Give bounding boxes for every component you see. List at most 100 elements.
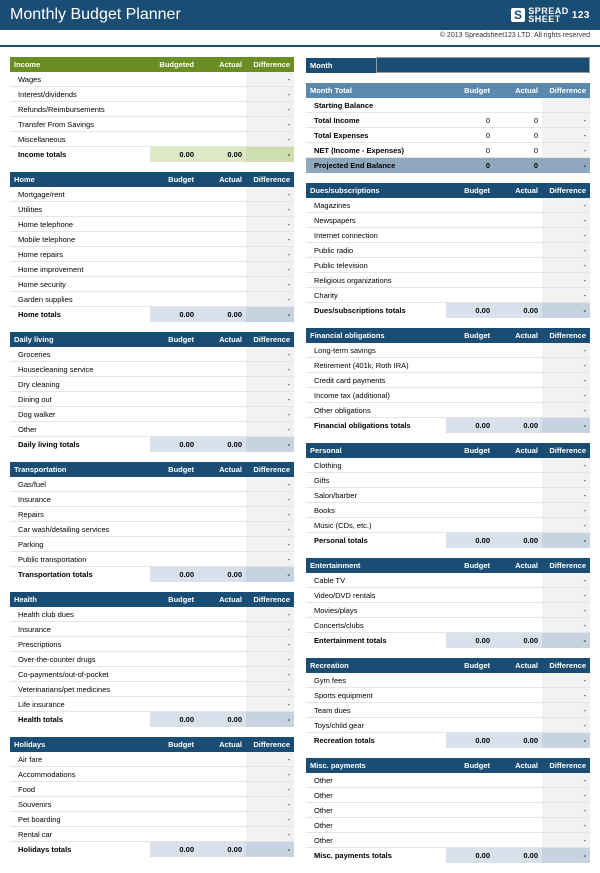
budget-cell[interactable] (446, 458, 494, 473)
actual-cell[interactable] (198, 247, 246, 262)
actual-cell[interactable] (494, 198, 542, 213)
budget-cell[interactable] (150, 217, 198, 232)
budget-cell[interactable] (446, 673, 494, 688)
budget-cell[interactable] (150, 377, 198, 392)
budget-cell[interactable] (150, 292, 198, 307)
actual-cell[interactable] (494, 473, 542, 488)
budget-cell[interactable] (446, 258, 494, 273)
budget-cell[interactable] (150, 407, 198, 422)
budget-cell[interactable] (150, 492, 198, 507)
actual-cell[interactable] (198, 492, 246, 507)
budget-cell[interactable] (446, 618, 494, 633)
actual-cell[interactable] (494, 503, 542, 518)
actual-cell[interactable] (494, 358, 542, 373)
actual-cell[interactable] (494, 403, 542, 418)
actual-cell[interactable] (198, 797, 246, 812)
actual-cell[interactable] (198, 117, 246, 132)
actual-cell[interactable] (494, 818, 542, 833)
budget-cell[interactable] (150, 117, 198, 132)
budget-cell[interactable] (446, 373, 494, 388)
actual-cell[interactable] (494, 718, 542, 733)
actual-cell[interactable] (494, 213, 542, 228)
budget-cell[interactable] (446, 818, 494, 833)
actual-cell[interactable] (198, 422, 246, 437)
budget-cell[interactable] (150, 782, 198, 797)
actual-cell[interactable] (198, 202, 246, 217)
actual-cell[interactable] (198, 827, 246, 842)
actual-cell[interactable] (198, 292, 246, 307)
budget-cell[interactable] (150, 507, 198, 522)
actual-cell[interactable] (494, 603, 542, 618)
actual-cell[interactable] (198, 187, 246, 202)
actual-cell[interactable] (198, 767, 246, 782)
budget-cell[interactable] (446, 573, 494, 588)
budget-cell[interactable] (150, 622, 198, 637)
budget-cell[interactable] (446, 388, 494, 403)
actual-cell[interactable] (198, 217, 246, 232)
budget-cell[interactable] (446, 488, 494, 503)
actual-cell[interactable] (198, 667, 246, 682)
budget-cell[interactable] (446, 358, 494, 373)
actual-cell[interactable] (198, 477, 246, 492)
actual-cell[interactable] (198, 652, 246, 667)
actual-cell[interactable] (198, 752, 246, 767)
budget-cell[interactable] (446, 473, 494, 488)
actual-cell[interactable] (198, 87, 246, 102)
actual-cell[interactable] (494, 833, 542, 848)
budget-cell[interactable] (446, 603, 494, 618)
actual-cell[interactable] (494, 488, 542, 503)
budget-cell[interactable] (150, 87, 198, 102)
budget-cell[interactable] (446, 273, 494, 288)
budget-cell[interactable] (446, 243, 494, 258)
budget-cell[interactable] (150, 232, 198, 247)
actual-cell[interactable] (494, 273, 542, 288)
actual-cell[interactable] (198, 697, 246, 712)
budget-cell[interactable] (446, 503, 494, 518)
budget-cell[interactable] (150, 132, 198, 147)
budget-cell[interactable] (446, 518, 494, 533)
actual-cell[interactable] (494, 228, 542, 243)
budget-cell[interactable] (150, 827, 198, 842)
actual-cell[interactable] (198, 507, 246, 522)
budget-cell[interactable] (446, 803, 494, 818)
actual-cell[interactable] (198, 812, 246, 827)
actual-cell[interactable] (198, 132, 246, 147)
month-input[interactable] (376, 58, 590, 73)
actual-cell[interactable] (198, 537, 246, 552)
actual-cell[interactable] (494, 258, 542, 273)
budget-cell[interactable] (150, 247, 198, 262)
actual-cell[interactable] (198, 637, 246, 652)
budget-cell[interactable] (150, 652, 198, 667)
actual-cell[interactable] (198, 552, 246, 567)
budget-cell[interactable] (446, 703, 494, 718)
actual-cell[interactable] (494, 388, 542, 403)
actual-cell[interactable] (494, 588, 542, 603)
actual-cell[interactable] (494, 243, 542, 258)
budget-cell[interactable] (446, 343, 494, 358)
actual-cell[interactable] (198, 362, 246, 377)
budget-cell[interactable] (150, 697, 198, 712)
budget-cell[interactable] (150, 637, 198, 652)
actual-cell[interactable] (198, 407, 246, 422)
actual-cell[interactable] (198, 522, 246, 537)
budget-cell[interactable] (150, 797, 198, 812)
actual-cell[interactable] (494, 688, 542, 703)
actual-cell[interactable] (198, 232, 246, 247)
budget-cell[interactable] (150, 682, 198, 697)
budget-cell[interactable] (446, 228, 494, 243)
actual-cell[interactable] (198, 347, 246, 362)
actual-cell[interactable] (198, 277, 246, 292)
budget-cell[interactable] (150, 812, 198, 827)
actual-cell[interactable] (198, 682, 246, 697)
budget-cell[interactable] (446, 288, 494, 303)
budget-cell[interactable] (150, 262, 198, 277)
budget-cell[interactable] (150, 552, 198, 567)
actual-cell[interactable] (198, 782, 246, 797)
budget-cell[interactable] (446, 198, 494, 213)
budget-cell[interactable] (150, 102, 198, 117)
actual-cell[interactable] (198, 72, 246, 87)
budget-cell[interactable] (150, 477, 198, 492)
budget-cell[interactable] (150, 202, 198, 217)
actual-cell[interactable] (494, 343, 542, 358)
actual-cell[interactable] (198, 102, 246, 117)
